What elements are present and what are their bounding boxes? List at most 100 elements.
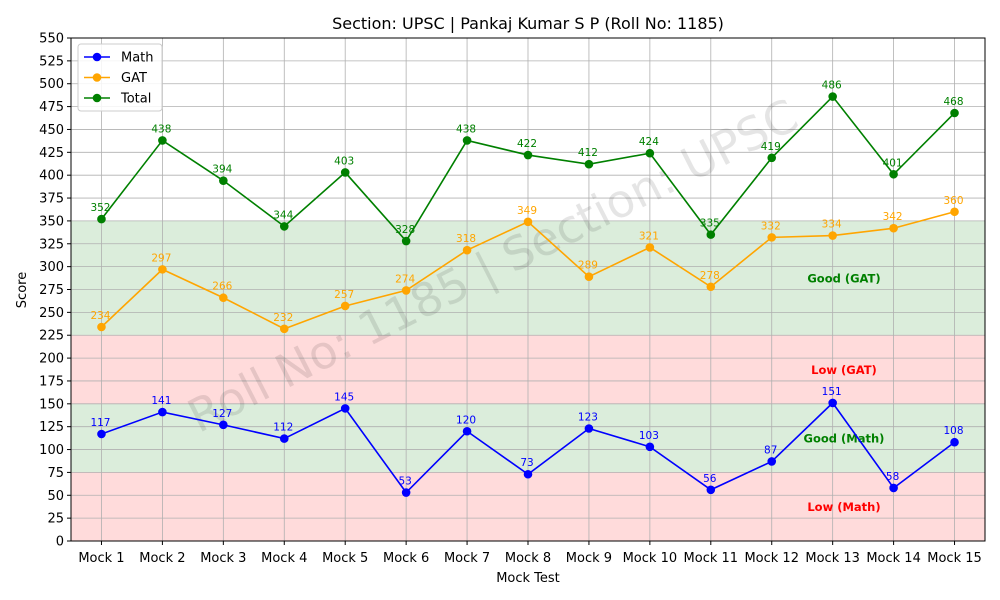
gat-data-label: 321 [639, 230, 659, 242]
gat-point [706, 282, 716, 292]
math-point [401, 488, 411, 497]
total-point [523, 150, 533, 160]
math-point [158, 407, 167, 417]
math-point [279, 434, 289, 443]
legend-gat-marker [92, 73, 102, 82]
y-axis-label: Score [15, 272, 30, 308]
gat-data-label: 297 [151, 252, 171, 264]
y-tick-label: 25 [47, 512, 64, 527]
math-data-label: 151 [822, 386, 842, 398]
math-data-label: 112 [273, 422, 293, 434]
total-data-label: 424 [639, 136, 659, 148]
y-tick-label: 500 [39, 77, 64, 92]
x-tick-label: Mock 10 [623, 551, 678, 566]
total-data-label: 401 [883, 157, 903, 169]
y-tick-label: 0 [56, 535, 64, 550]
x-tick-label: Mock 5 [322, 551, 368, 566]
math-point [889, 483, 898, 493]
gat-point [219, 293, 228, 303]
total-data-label: 412 [578, 147, 598, 159]
math-data-label: 123 [578, 412, 598, 424]
gat-point [523, 217, 533, 227]
gat-point [340, 301, 350, 311]
band-label: Low (GAT) [811, 363, 877, 377]
total-point [706, 230, 716, 239]
gat-point [828, 231, 837, 240]
math-data-label: 56 [703, 473, 717, 485]
math-point [462, 426, 472, 436]
gat-point [645, 243, 655, 252]
legend-total-label: Total [120, 92, 151, 107]
y-tick-label: 450 [39, 123, 64, 138]
y-tick-label: 425 [39, 146, 64, 161]
chart-title: Section: UPSC | Pankaj Kumar S P (Roll N… [332, 14, 724, 33]
axes-layer: 0 25 50 75 100 125 150 175 200 225 250 275 300 325 350… [39, 32, 986, 566]
band-labels-layer: Low (Math) Good (Math) Low (GAT) Good (GAT) [804, 272, 885, 515]
x-tick-label: Mock 2 [139, 551, 185, 566]
total-data-label: 419 [761, 141, 781, 153]
y-tick-label: 75 [47, 466, 64, 481]
total-point [584, 159, 594, 169]
x-tick-label: Mock 13 [805, 551, 860, 566]
y-tick-label: 125 [39, 420, 64, 435]
math-point [219, 420, 228, 430]
y-tick-label: 100 [39, 443, 64, 458]
x-tick-label: Mock 1 [78, 551, 124, 566]
gat-point [401, 286, 411, 295]
gat-data-label: 318 [456, 233, 476, 245]
y-tick-label: 200 [39, 352, 64, 367]
gat-data-label: 257 [334, 289, 354, 301]
math-point [523, 469, 533, 479]
x-tick-label: Mock 14 [866, 551, 921, 566]
total-data-label: 335 [700, 218, 720, 230]
legend-math-label: Math [121, 51, 154, 66]
x-axis-label: Mock Test [496, 571, 560, 586]
total-point [828, 92, 837, 101]
math-point [340, 404, 350, 413]
gat-point [462, 245, 472, 255]
band-label: Good (Math) [804, 432, 885, 446]
math-point [767, 457, 777, 466]
y-tick-label: 275 [39, 283, 64, 298]
gat-data-label: 274 [395, 273, 415, 285]
math-point [828, 398, 837, 408]
y-tick-label: 375 [39, 192, 64, 207]
y-tick-label: 150 [39, 397, 64, 412]
legend: Math GAT Total [77, 43, 163, 112]
y-tick-label: 250 [39, 306, 64, 321]
x-tick-label: Mock 12 [744, 551, 799, 566]
legend-math-marker [92, 52, 102, 62]
math-data-label: 141 [151, 395, 171, 407]
y-tick-label: 525 [39, 54, 64, 69]
math-data-label: 117 [90, 417, 110, 429]
total-point [158, 136, 167, 145]
math-data-label: 108 [944, 425, 964, 437]
y-tick-label: 550 [39, 32, 64, 47]
total-point [219, 176, 228, 185]
math-point [584, 424, 594, 433]
gat-point [97, 322, 106, 332]
total-point [767, 153, 777, 163]
total-data-label: 486 [822, 80, 842, 92]
band-label: Low (Math) [807, 500, 880, 514]
math-data-label: 87 [764, 444, 777, 456]
x-tick-label: Mock 4 [261, 551, 307, 566]
y-tick-label: 175 [39, 374, 64, 389]
total-data-label: 328 [395, 224, 415, 236]
gat-point [889, 223, 898, 233]
gat-point [767, 233, 777, 242]
gat-data-label: 342 [883, 211, 903, 223]
math-data-label: 120 [456, 414, 476, 426]
total-data-label: 468 [944, 96, 964, 108]
gat-data-label: 334 [822, 219, 842, 231]
x-tick-label: Mock 7 [444, 551, 490, 566]
math-data-label: 58 [886, 471, 899, 483]
total-data-label: 394 [212, 164, 232, 176]
gat-data-label: 266 [212, 281, 232, 293]
band-label: Good (GAT) [807, 272, 880, 286]
total-data-label: 344 [273, 209, 293, 221]
x-tick-label: Mock 6 [383, 551, 429, 566]
math-data-label: 145 [334, 391, 354, 403]
gat-data-label: 278 [700, 270, 720, 282]
math-point [706, 485, 716, 495]
